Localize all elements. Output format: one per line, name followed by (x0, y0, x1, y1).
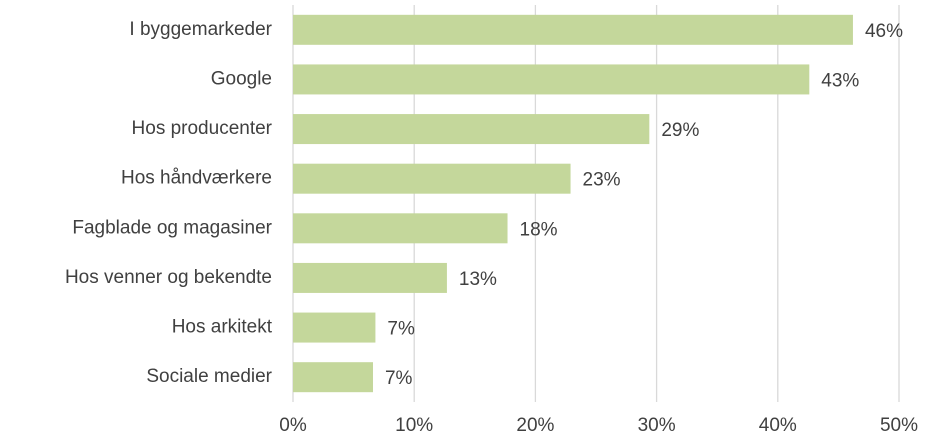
bar (293, 64, 810, 95)
x-tick-label: 30% (638, 415, 676, 436)
value-label: 46% (865, 21, 903, 42)
bar (293, 312, 376, 343)
value-label: 43% (821, 70, 859, 91)
y-tick-label: Hos venner og bekendte (65, 267, 272, 288)
y-tick-label: Fagblade og magasiner (72, 217, 272, 238)
value-label: 18% (520, 219, 558, 240)
bar (293, 114, 650, 145)
value-label: 13% (459, 269, 497, 290)
bar (293, 163, 571, 194)
value-label: 7% (387, 319, 415, 340)
x-tick-label: 10% (395, 415, 433, 436)
y-tick-label: I byggemarkeder (129, 19, 272, 40)
bar (293, 213, 508, 244)
value-label: 29% (661, 120, 699, 141)
bar (293, 262, 447, 293)
y-tick-label: Hos arkitekt (172, 317, 273, 338)
bar (293, 362, 373, 393)
y-tick-label: Hos håndværkere (121, 168, 272, 189)
y-tick-label: Google (211, 68, 272, 89)
value-label: 23% (583, 170, 621, 191)
x-tick-label: 20% (516, 415, 554, 436)
y-tick-label: Sociale medier (146, 366, 272, 387)
x-tick-label: 50% (880, 415, 918, 436)
x-tick-label: 40% (759, 415, 797, 436)
value-label: 7% (385, 368, 413, 389)
x-tick-label: 0% (279, 415, 307, 436)
bar (293, 14, 853, 45)
y-tick-label: Hos producenter (132, 118, 273, 139)
